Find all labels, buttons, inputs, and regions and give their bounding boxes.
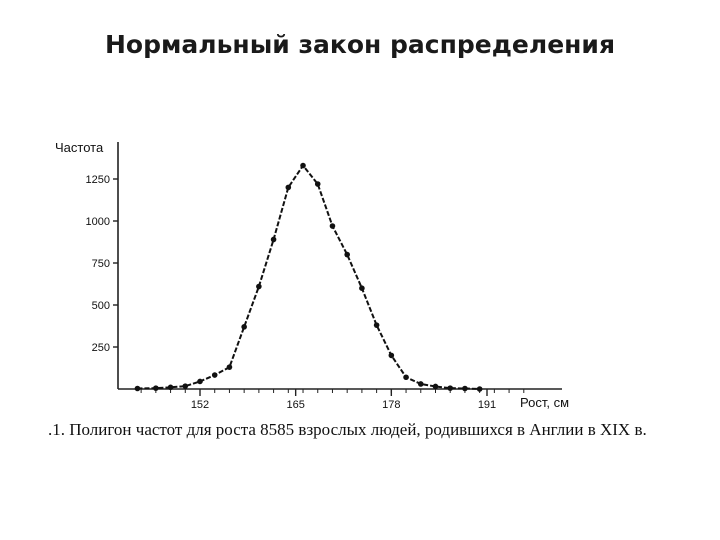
data-point xyxy=(314,181,321,187)
data-point xyxy=(417,381,424,387)
y-axis-label: Частота xyxy=(55,140,104,155)
y-tick-label: 500 xyxy=(92,300,110,312)
x-tick-label: 178 xyxy=(382,399,400,411)
data-point xyxy=(388,352,395,359)
x-tick-label: 165 xyxy=(286,399,304,411)
data-point xyxy=(285,184,292,191)
data-point xyxy=(197,378,203,385)
figure-caption: .1. Полигон частот для роста 8585 взросл… xyxy=(48,420,647,439)
series xyxy=(134,162,483,392)
data-point xyxy=(226,364,233,370)
data-point xyxy=(403,374,409,381)
data-point xyxy=(241,324,247,330)
data-point xyxy=(462,385,468,392)
data-point xyxy=(476,386,483,392)
data-point xyxy=(270,236,277,243)
data-point xyxy=(134,385,141,392)
data-point xyxy=(447,385,454,391)
data-point xyxy=(256,283,262,290)
series-line xyxy=(137,163,480,390)
data-point xyxy=(373,322,380,328)
data-point xyxy=(153,385,159,391)
y-tick-label: 1000 xyxy=(86,216,110,228)
tick-marks: 250 500 750 1000 1250 152 165 178 191 xyxy=(86,174,525,411)
data-point xyxy=(182,383,189,389)
axes xyxy=(117,142,562,390)
data-point xyxy=(300,162,306,169)
y-tick-label: 1250 xyxy=(86,174,110,186)
x-tick-label: 191 xyxy=(478,399,496,411)
y-tick-label: 250 xyxy=(92,342,110,354)
data-point xyxy=(359,285,365,292)
slide-title: Нормальный закон распределения xyxy=(105,30,615,59)
data-point xyxy=(432,383,439,390)
data-point xyxy=(329,223,336,229)
x-tick-label: 152 xyxy=(191,399,209,411)
data-point xyxy=(344,251,350,258)
y-tick-label: 750 xyxy=(92,258,110,270)
x-axis-label: Рост, см xyxy=(520,395,569,410)
data-point xyxy=(167,384,174,391)
data-point xyxy=(211,372,218,378)
